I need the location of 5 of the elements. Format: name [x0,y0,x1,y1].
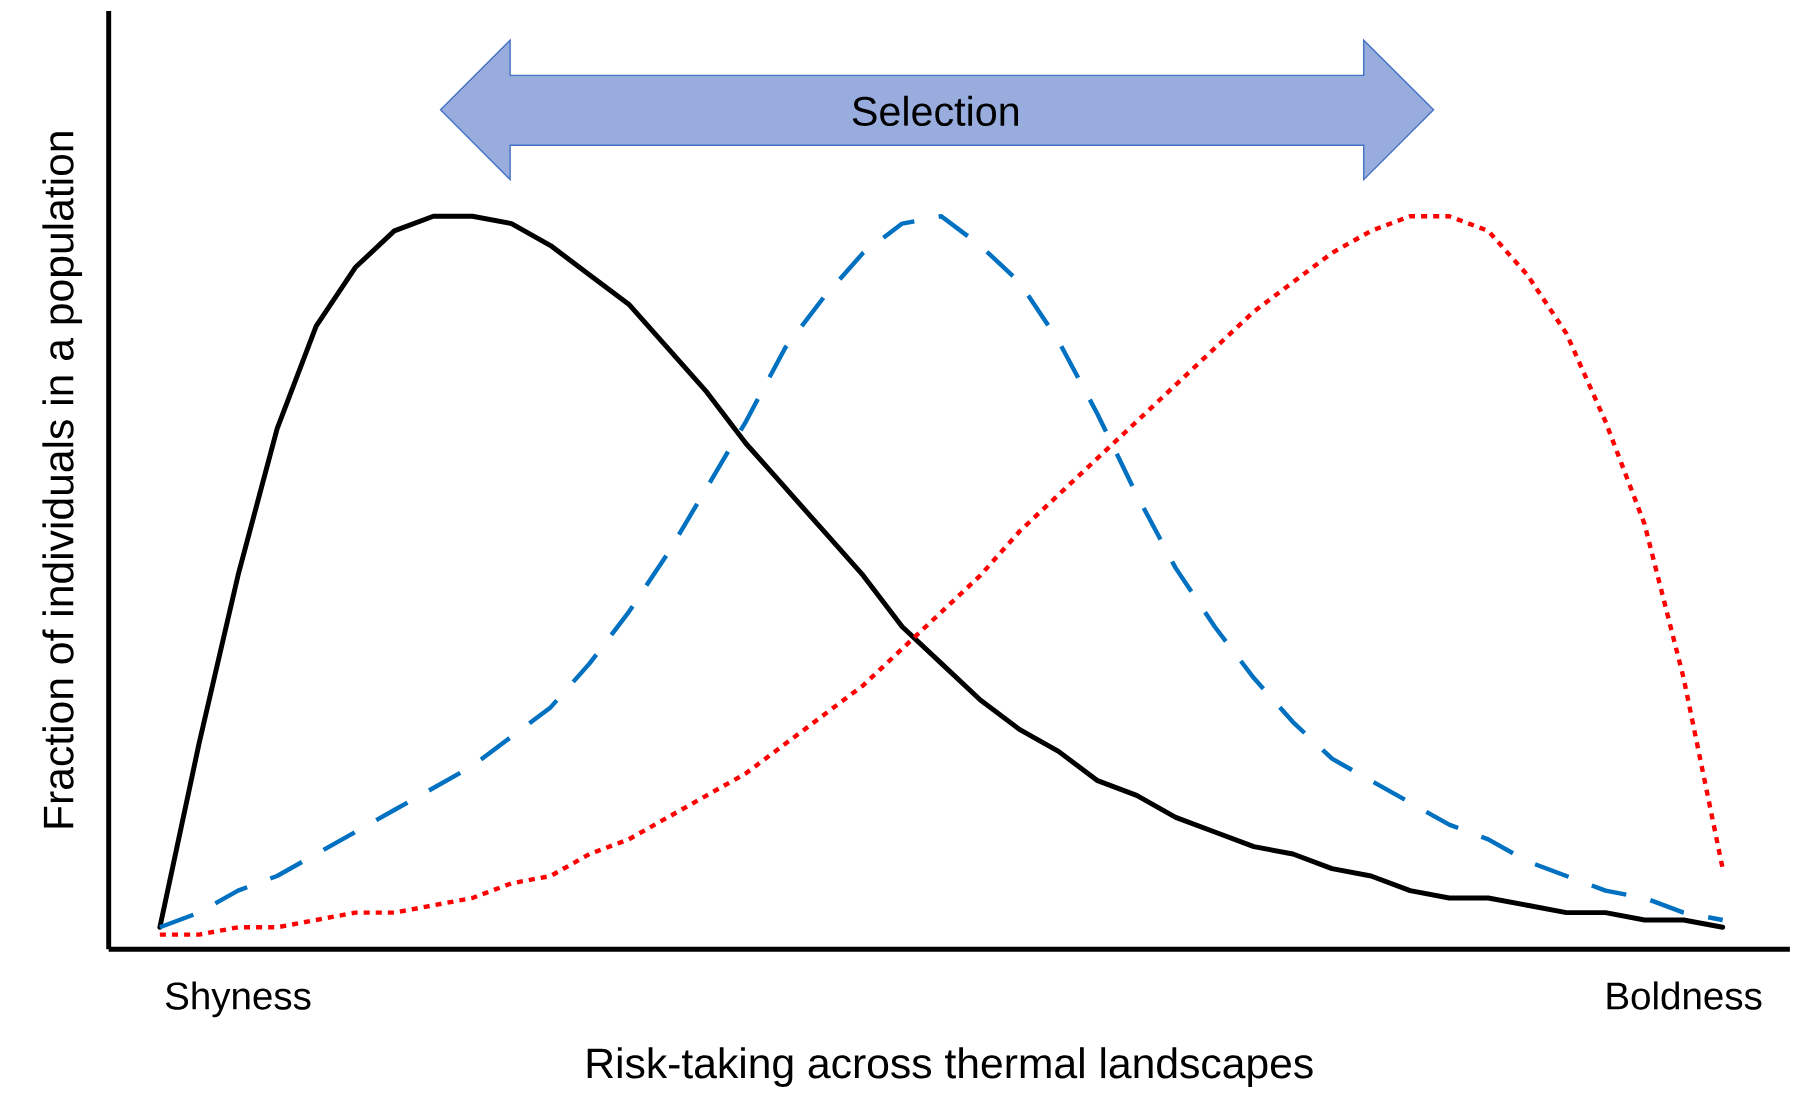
y-axis-title: Fraction of individuals in a population [42,132,83,828]
x-tick-label: Boldness [1607,981,1762,1010]
x-axis-title: Risk-taking across thermal landscapes [587,1047,1313,1088]
text: Selection [852,95,1019,127]
x-tick-label: Shyness [165,981,311,1018]
